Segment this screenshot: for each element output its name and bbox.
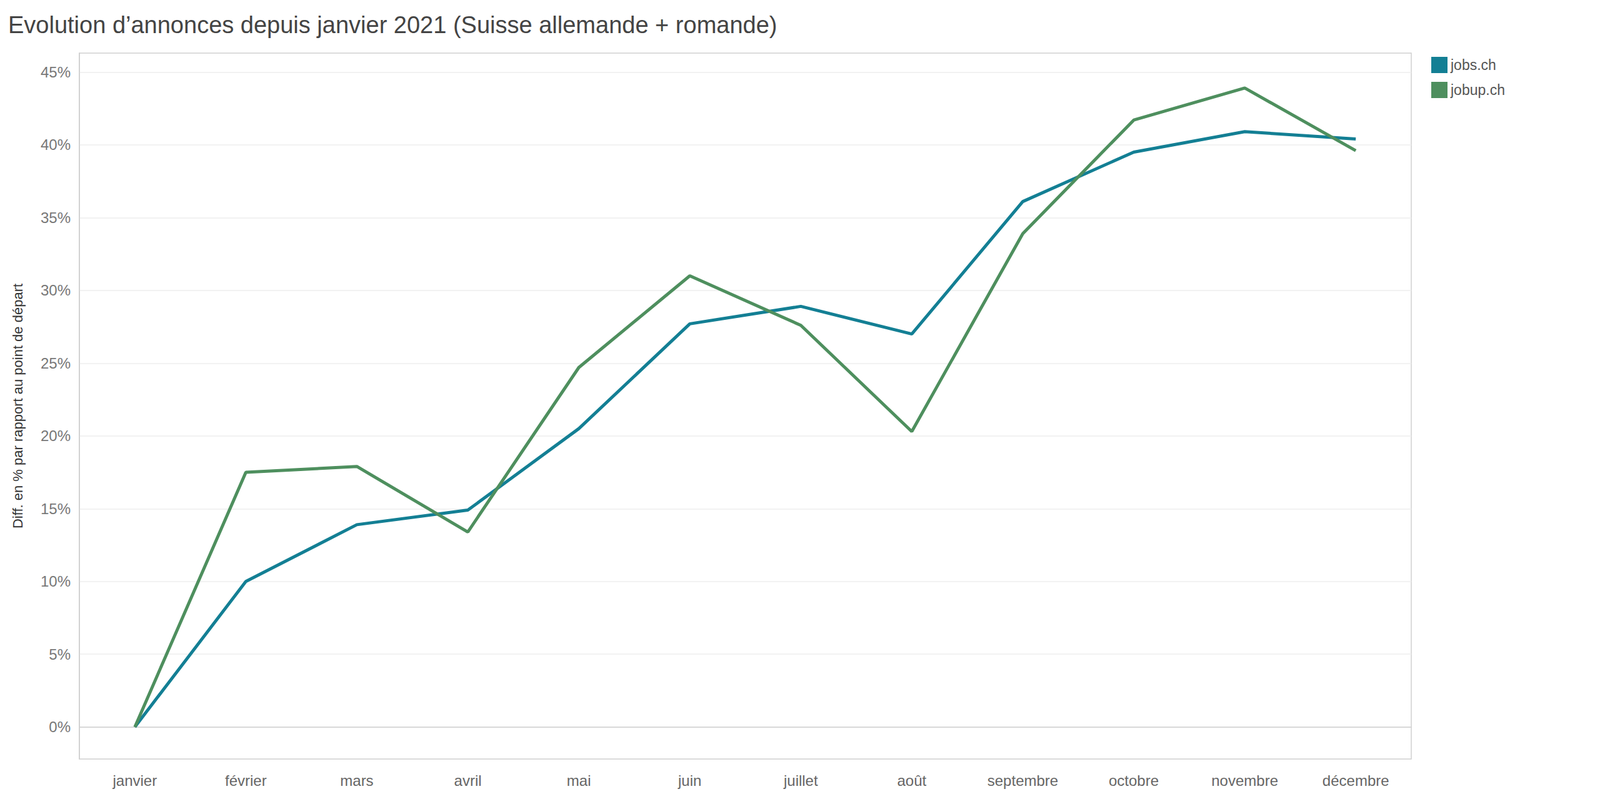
svg-text:10%: 10%	[40, 573, 71, 590]
svg-text:octobre: octobre	[1108, 772, 1159, 790]
svg-text:20%: 20%	[40, 427, 71, 445]
svg-text:45%: 45%	[40, 63, 71, 81]
svg-text:septembre: septembre	[987, 772, 1059, 790]
svg-text:jobs.ch: jobs.ch	[1450, 56, 1497, 74]
svg-text:30%: 30%	[40, 281, 71, 299]
svg-text:jobup.ch: jobup.ch	[1450, 81, 1505, 99]
svg-text:40%: 40%	[40, 136, 71, 154]
svg-text:novembre: novembre	[1211, 772, 1279, 790]
svg-text:35%: 35%	[40, 209, 71, 227]
svg-text:25%: 25%	[40, 355, 71, 372]
svg-text:juin: juin	[677, 772, 702, 790]
svg-text:15%: 15%	[40, 500, 71, 518]
svg-text:février: février	[225, 772, 267, 790]
svg-text:janvier: janvier	[111, 772, 157, 790]
svg-text:août: août	[897, 772, 927, 790]
svg-text:décembre: décembre	[1322, 772, 1390, 790]
svg-text:0%: 0%	[48, 718, 71, 736]
svg-text:Evolution d’annonces depuis ja: Evolution d’annonces depuis janvier 2021…	[8, 11, 778, 39]
svg-text:mai: mai	[566, 772, 592, 790]
svg-text:juillet: juillet	[783, 772, 819, 790]
svg-text:avril: avril	[454, 772, 482, 790]
svg-text:Diff. en % par rapport au poin: Diff. en % par rapport au point de dépar…	[10, 283, 26, 529]
svg-text:mars: mars	[340, 772, 374, 790]
svg-text:5%: 5%	[48, 646, 71, 664]
